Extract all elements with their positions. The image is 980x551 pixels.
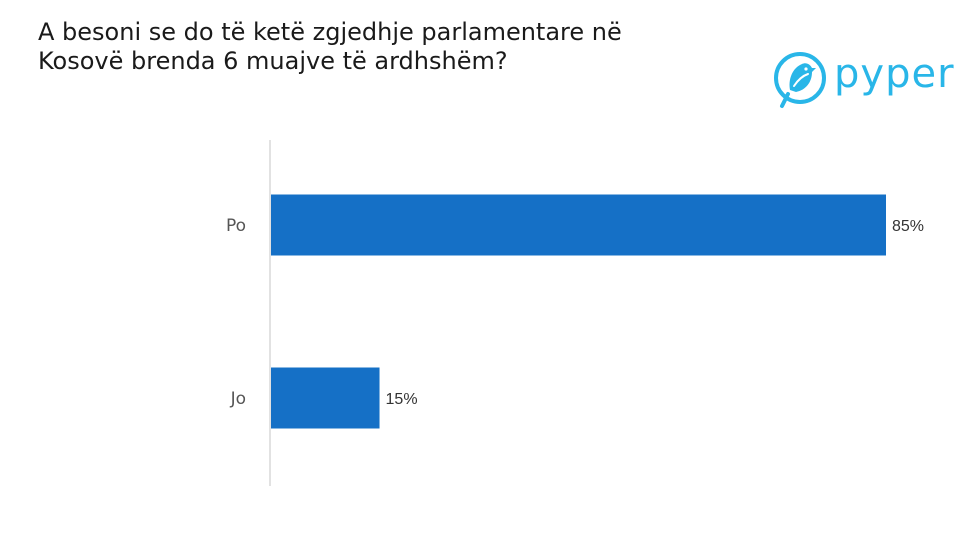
value-label-jo: 15% [386,391,418,408]
category-label-po: Po [226,216,246,236]
bird-icon [774,52,826,108]
chart-title: A besoni se do të ketë zgjedhje parlamen… [38,18,738,76]
bar-jo [271,367,380,429]
chart-title-line-2: Kosovë brenda 6 muajve të ardhshëm? [38,47,508,75]
pyper-logo: pyper [768,50,955,112]
logo-wordmark: pyper [834,51,955,97]
category-label-jo: Jo [230,389,246,409]
chart-title-line-1: A besoni se do të ketë zgjedhje parlamen… [38,18,622,46]
bar-po [271,194,886,256]
value-label-po: 85% [892,218,924,235]
